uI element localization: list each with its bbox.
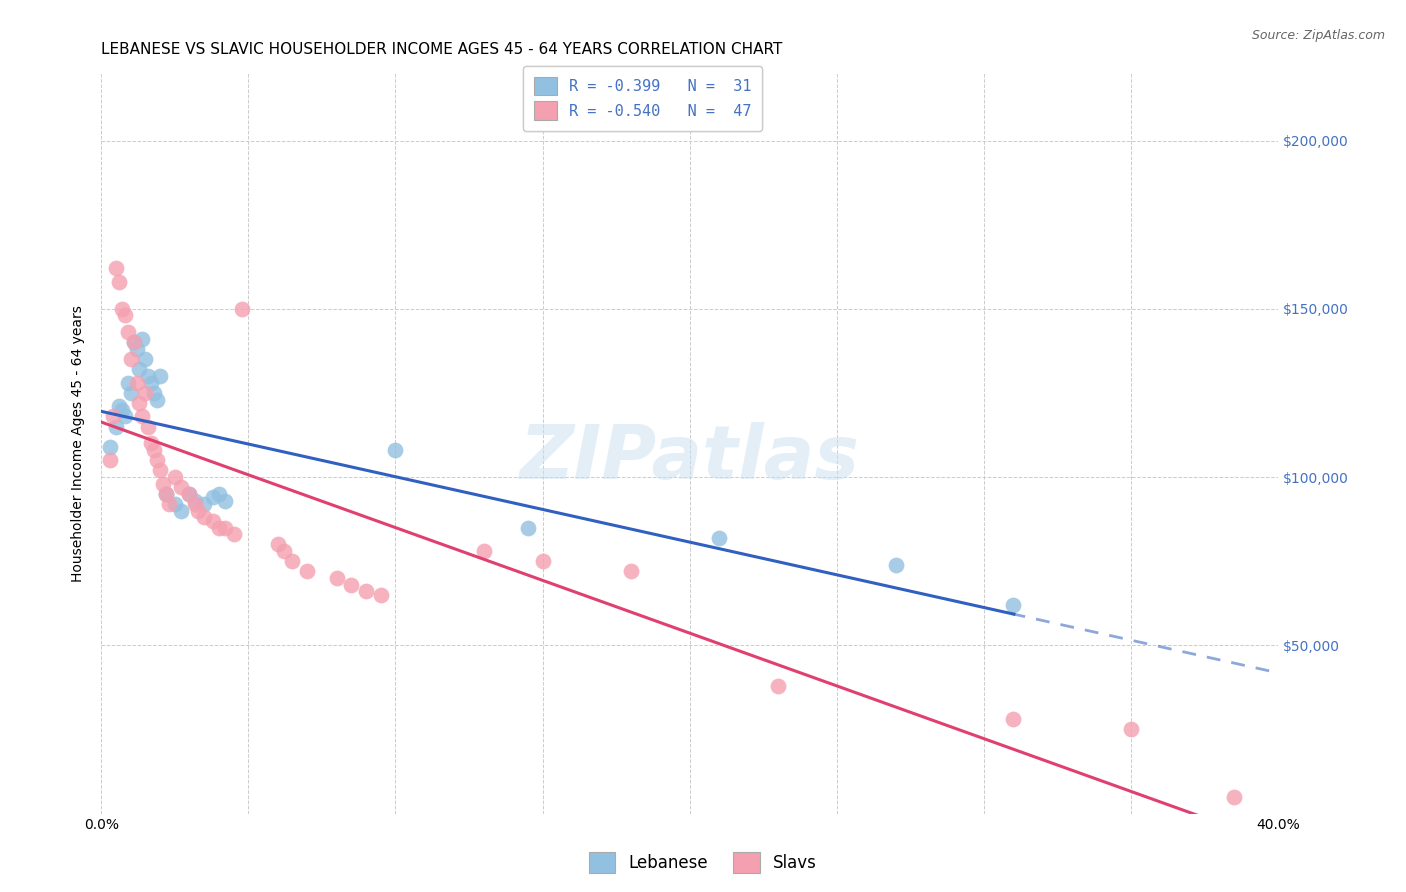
Point <box>146 392 169 407</box>
Point <box>114 309 136 323</box>
Point <box>114 409 136 424</box>
Point <box>187 504 209 518</box>
Point <box>354 584 377 599</box>
Point <box>214 493 236 508</box>
Point <box>111 301 134 316</box>
Point <box>707 531 730 545</box>
Point <box>117 326 139 340</box>
Point <box>120 352 142 367</box>
Point <box>295 564 318 578</box>
Text: ZIPatlas: ZIPatlas <box>520 422 859 495</box>
Point <box>169 504 191 518</box>
Point <box>1002 598 1025 612</box>
Point <box>146 453 169 467</box>
Text: Source: ZipAtlas.com: Source: ZipAtlas.com <box>1251 29 1385 42</box>
Point <box>125 342 148 356</box>
Point <box>141 436 163 450</box>
Point <box>179 487 201 501</box>
Point <box>208 520 231 534</box>
Point <box>155 487 177 501</box>
Point <box>157 497 180 511</box>
Point <box>1119 723 1142 737</box>
Point <box>884 558 907 572</box>
Point <box>516 520 538 534</box>
Point <box>281 554 304 568</box>
Point <box>267 537 290 551</box>
Legend: Lebanese, Slavs: Lebanese, Slavs <box>582 846 824 880</box>
Text: LEBANESE VS SLAVIC HOUSEHOLDER INCOME AGES 45 - 64 YEARS CORRELATION CHART: LEBANESE VS SLAVIC HOUSEHOLDER INCOME AG… <box>101 42 783 57</box>
Point <box>202 490 225 504</box>
Point <box>155 487 177 501</box>
Point <box>184 497 207 511</box>
Point <box>340 578 363 592</box>
Point <box>169 480 191 494</box>
Point <box>152 476 174 491</box>
Point <box>134 352 156 367</box>
Point <box>98 440 121 454</box>
Point <box>122 335 145 350</box>
Point <box>143 443 166 458</box>
Point <box>136 369 159 384</box>
Point <box>134 385 156 400</box>
Point <box>117 376 139 390</box>
Point <box>193 510 215 524</box>
Point <box>202 514 225 528</box>
Point <box>384 443 406 458</box>
Point <box>136 419 159 434</box>
Point <box>125 376 148 390</box>
Point <box>104 261 127 276</box>
Point <box>472 544 495 558</box>
Point <box>141 376 163 390</box>
Y-axis label: Householder Income Ages 45 - 64 years: Householder Income Ages 45 - 64 years <box>72 305 86 582</box>
Point <box>1002 712 1025 726</box>
Point <box>111 402 134 417</box>
Point <box>108 400 131 414</box>
Point <box>98 453 121 467</box>
Point <box>149 369 172 384</box>
Point <box>128 362 150 376</box>
Point <box>208 487 231 501</box>
Point <box>122 335 145 350</box>
Point <box>101 409 124 424</box>
Point <box>214 520 236 534</box>
Point <box>273 544 295 558</box>
Point <box>120 385 142 400</box>
Point <box>184 493 207 508</box>
Point <box>163 470 186 484</box>
Point <box>766 679 789 693</box>
Point <box>104 419 127 434</box>
Point <box>163 497 186 511</box>
Point <box>149 463 172 477</box>
Point <box>179 487 201 501</box>
Point <box>131 332 153 346</box>
Point <box>231 301 253 316</box>
Point <box>108 275 131 289</box>
Point <box>222 527 245 541</box>
Point <box>620 564 643 578</box>
Point <box>370 588 392 602</box>
Point <box>193 497 215 511</box>
Point <box>325 571 347 585</box>
Point <box>128 396 150 410</box>
Point <box>1223 789 1246 804</box>
Point <box>131 409 153 424</box>
Point <box>531 554 554 568</box>
Point <box>143 385 166 400</box>
Legend: R = -0.399   N =  31, R = -0.540   N =  47: R = -0.399 N = 31, R = -0.540 N = 47 <box>523 66 762 131</box>
